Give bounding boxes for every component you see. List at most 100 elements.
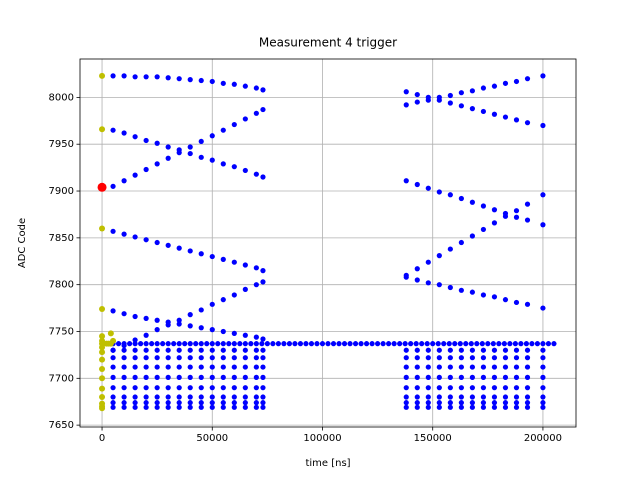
point bbox=[143, 347, 149, 353]
point bbox=[513, 214, 520, 220]
point bbox=[447, 364, 453, 370]
point bbox=[187, 400, 193, 406]
point bbox=[479, 341, 485, 347]
point bbox=[480, 394, 487, 400]
point bbox=[176, 374, 182, 380]
point bbox=[231, 347, 237, 353]
x-axis-label: time [ns] bbox=[305, 458, 350, 469]
point bbox=[513, 299, 520, 306]
point bbox=[469, 374, 475, 380]
point bbox=[534, 341, 541, 347]
point bbox=[198, 404, 204, 410]
point bbox=[403, 274, 409, 280]
point bbox=[242, 364, 248, 370]
point bbox=[99, 365, 106, 372]
point bbox=[198, 325, 204, 331]
point bbox=[209, 404, 215, 410]
point bbox=[242, 400, 248, 406]
point bbox=[110, 308, 116, 314]
point bbox=[220, 400, 226, 406]
point bbox=[480, 385, 487, 391]
point bbox=[165, 404, 171, 410]
point bbox=[540, 364, 546, 370]
point bbox=[403, 364, 409, 370]
point bbox=[220, 364, 226, 370]
point bbox=[491, 220, 498, 226]
point bbox=[253, 341, 259, 347]
point bbox=[260, 268, 266, 274]
point bbox=[99, 126, 106, 133]
point bbox=[242, 355, 248, 361]
point bbox=[165, 364, 171, 370]
point bbox=[513, 385, 520, 391]
point bbox=[154, 355, 160, 361]
point bbox=[540, 192, 546, 198]
point bbox=[110, 385, 116, 391]
point bbox=[121, 385, 127, 391]
point bbox=[551, 341, 557, 347]
point bbox=[458, 400, 464, 406]
point bbox=[436, 347, 442, 353]
point bbox=[242, 374, 248, 380]
point bbox=[127, 341, 133, 347]
point bbox=[469, 404, 475, 410]
point bbox=[447, 355, 453, 361]
point bbox=[375, 341, 381, 347]
point bbox=[303, 341, 309, 347]
point bbox=[260, 87, 266, 93]
point bbox=[480, 226, 487, 233]
point bbox=[165, 374, 171, 380]
point bbox=[165, 242, 171, 248]
point bbox=[220, 80, 226, 86]
point bbox=[143, 166, 149, 173]
point bbox=[110, 404, 116, 410]
point bbox=[253, 334, 259, 340]
point bbox=[341, 341, 348, 347]
point bbox=[469, 400, 475, 406]
point bbox=[424, 341, 430, 347]
point bbox=[242, 83, 248, 89]
point bbox=[480, 108, 487, 115]
point bbox=[425, 364, 431, 370]
point bbox=[425, 404, 431, 410]
point bbox=[540, 374, 546, 380]
point bbox=[458, 90, 464, 96]
point bbox=[132, 404, 138, 410]
point bbox=[286, 341, 293, 347]
point bbox=[154, 347, 160, 353]
point bbox=[209, 394, 215, 400]
point bbox=[220, 374, 226, 380]
point bbox=[502, 404, 509, 410]
point bbox=[491, 83, 498, 89]
point bbox=[540, 122, 546, 129]
point bbox=[518, 341, 524, 347]
point bbox=[143, 385, 149, 391]
point bbox=[480, 364, 487, 370]
point bbox=[132, 337, 138, 343]
point bbox=[176, 341, 182, 347]
point bbox=[447, 394, 453, 400]
point bbox=[413, 341, 419, 347]
point bbox=[523, 341, 530, 347]
point bbox=[352, 341, 359, 347]
point bbox=[160, 341, 166, 347]
point bbox=[540, 355, 546, 361]
point bbox=[391, 341, 397, 347]
point bbox=[99, 72, 106, 79]
point bbox=[425, 400, 431, 406]
point bbox=[220, 328, 226, 335]
point bbox=[121, 347, 127, 353]
point bbox=[414, 181, 420, 188]
point bbox=[480, 355, 487, 361]
y-axis-label: ADC Code bbox=[17, 218, 28, 268]
point bbox=[121, 394, 127, 400]
point bbox=[363, 341, 370, 347]
point bbox=[209, 385, 215, 391]
point bbox=[209, 341, 215, 347]
point bbox=[458, 103, 464, 109]
point bbox=[171, 341, 177, 347]
point bbox=[496, 341, 502, 347]
point bbox=[319, 341, 326, 347]
point bbox=[132, 313, 138, 320]
point bbox=[260, 404, 266, 410]
